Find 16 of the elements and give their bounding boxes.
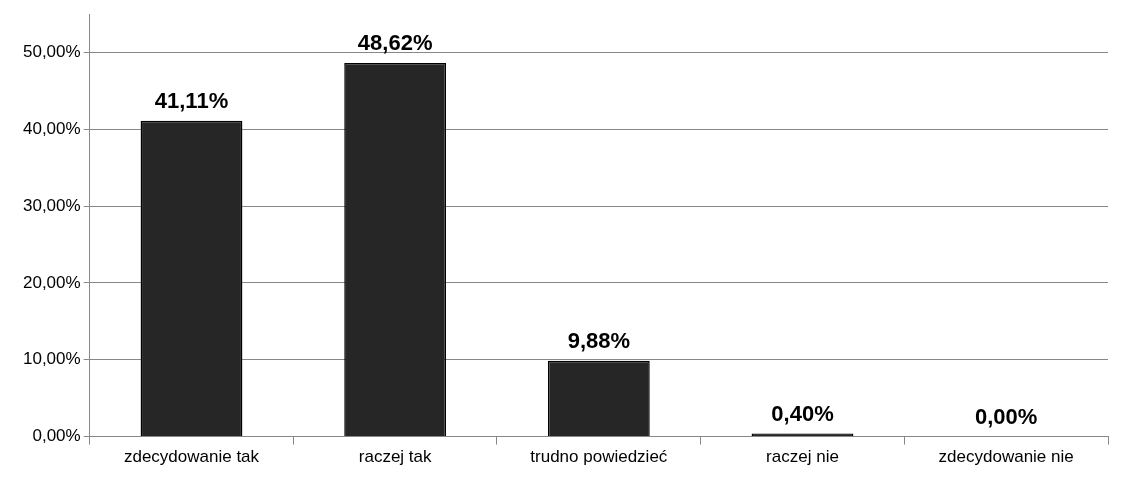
x-tick-label: raczej nie — [766, 447, 839, 467]
y-tick-label: 30,00% — [22, 195, 81, 215]
y-tick-label: 10,00% — [22, 349, 81, 369]
x-tick-label: trudno powiedzieć — [530, 447, 668, 467]
x-tick-label: zdecydowanie tak — [123, 447, 260, 467]
data-label: 41,11% — [154, 87, 229, 113]
y-tick-label: 50,00% — [22, 42, 81, 62]
x-tick-label: raczej tak — [358, 447, 433, 467]
data-label: 0,00% — [974, 403, 1038, 429]
y-tick-label: 20,00% — [22, 272, 81, 292]
data-label: 48,62% — [357, 30, 433, 56]
y-tick-label: 40,00% — [22, 118, 81, 138]
y-tick-label: 0,00% — [32, 426, 81, 446]
x-tick-label: zdecydowanie nie — [938, 447, 1074, 467]
data-label: 9,88% — [567, 327, 631, 353]
data-label: 0,40% — [771, 400, 834, 426]
